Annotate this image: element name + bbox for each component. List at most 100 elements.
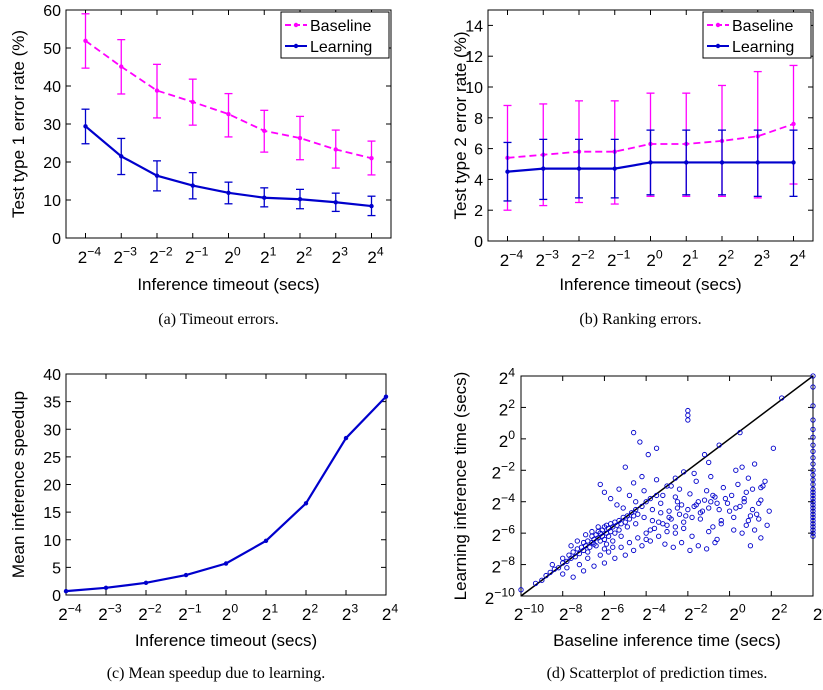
x-tick-label: 2−4 [78, 244, 102, 267]
scatter-point [616, 527, 622, 533]
scatter-point [653, 445, 660, 451]
scatter-point [685, 506, 691, 513]
scatter-point [810, 514, 816, 521]
scatter-point [810, 403, 816, 409]
scatter-point [691, 470, 697, 477]
x-tick-label: 23 [332, 244, 348, 267]
y-tick-label: 22 [499, 397, 515, 420]
x-tick-label: 2−2 [684, 601, 708, 624]
data-point [541, 166, 546, 171]
scatter-point [693, 478, 699, 484]
data-point [262, 128, 267, 134]
scatter-point [810, 489, 816, 495]
scatter-point [589, 528, 595, 535]
x-tick-label: 2−2 [138, 601, 162, 624]
scatter-point [745, 475, 751, 481]
y-tick-label: 20 [499, 428, 515, 451]
data-point [303, 501, 309, 506]
scatter-point [622, 552, 628, 558]
data-point [505, 169, 510, 174]
scatter-point [722, 495, 729, 502]
scatter-point [724, 500, 731, 506]
scatter-point [733, 505, 739, 511]
scatter-point [626, 539, 633, 546]
x-axis-label: Inference timeout (secs) [559, 275, 741, 294]
y-tick-label: 40 [43, 367, 61, 384]
y-tick-label: 20 [43, 155, 61, 172]
scatter-point [570, 549, 576, 555]
y-tick-label: 0 [474, 234, 483, 251]
series-line [84, 40, 372, 160]
scatter-point [635, 511, 641, 517]
y-tick-label: 35 [43, 395, 61, 412]
scatter-point [741, 495, 747, 502]
y-tick-label: 50 [43, 41, 61, 58]
x-axis-label: Inference timeout (secs) [137, 275, 319, 294]
scatter-point [718, 517, 724, 524]
x-tick-label: 2−3 [536, 247, 560, 270]
x-tick-label: 22 [296, 244, 312, 267]
y-tick-label: 40 [43, 79, 61, 96]
x-tick-label: 21 [682, 247, 698, 270]
y-tick-label: 0 [52, 231, 61, 248]
x-tick-label: 23 [342, 601, 358, 624]
scatter-point [639, 503, 645, 510]
scatter-point [672, 530, 678, 536]
x-tick-label: 20 [646, 247, 662, 270]
scatter-point [676, 511, 683, 517]
scatter-point [601, 560, 608, 566]
scatter-point [810, 505, 816, 511]
scatter-point [760, 483, 766, 489]
x-tick-label: 2−4 [58, 601, 82, 624]
scatter-point [703, 546, 710, 552]
scatter-point [685, 417, 691, 423]
x-tick-label: 22 [771, 601, 787, 624]
scatter-point [689, 514, 695, 521]
x-tick-label: 2−6 [601, 601, 625, 624]
scatter-point [580, 568, 587, 574]
scatter-point [645, 451, 651, 458]
x-tick-label: 23 [754, 247, 770, 270]
scatter-point [810, 530, 816, 536]
scatter-point [643, 530, 649, 536]
x-tick-label: 2−3 [98, 601, 122, 624]
scatter-point [601, 546, 608, 552]
scatter-point [653, 477, 660, 483]
scatter-point [749, 506, 756, 513]
scatter-point [699, 508, 706, 514]
scatter-point [747, 513, 754, 519]
scatter-point [658, 500, 664, 506]
legend-label: Learning [310, 39, 372, 56]
scatter-point [810, 511, 816, 517]
legend-box [280, 11, 390, 59]
scatter-point [729, 492, 735, 499]
scatter-point [622, 519, 628, 525]
y-tick-label: 30 [43, 117, 61, 134]
scatter-point [603, 541, 610, 547]
scatter-point [656, 519, 662, 525]
scatter-point [810, 502, 816, 508]
scatter-point [674, 499, 681, 505]
scatter-point [597, 552, 603, 558]
scatter-point [666, 508, 672, 514]
scatter-point [689, 533, 695, 539]
x-tick-label: 2−4 [642, 601, 666, 624]
scatter-point [810, 384, 816, 390]
scatter-point [568, 543, 574, 549]
scatter-point [555, 565, 562, 571]
scatter-point [747, 543, 754, 549]
y-tick-label: 2 [474, 203, 483, 220]
scatter-point [810, 499, 816, 505]
x-tick-label: 20 [222, 601, 238, 624]
y-tick-label: 2−4 [492, 491, 516, 514]
y-tick-label: 14 [465, 18, 483, 35]
scatter-point [681, 469, 687, 475]
data-point [190, 99, 195, 105]
scatter-point [635, 535, 641, 541]
y-tick-label: 2−10 [485, 585, 515, 608]
x-tick-label: 2−1 [607, 247, 631, 270]
scatter-point [543, 572, 549, 579]
scatter-point [666, 514, 672, 521]
x-tick-label: 2−3 [114, 244, 138, 267]
